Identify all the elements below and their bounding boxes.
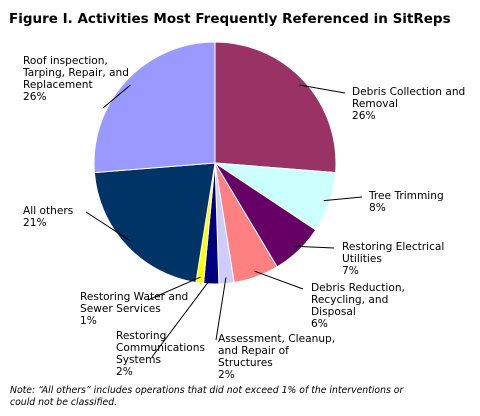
chart-title: Figure I. Activities Most Frequently Ref… bbox=[9, 11, 451, 27]
slice-label-text: Tree Trimming bbox=[369, 190, 444, 202]
slice-label-text: All others bbox=[23, 205, 74, 217]
slice-label-debris-collection-and-removal: Debris Collection and Removal 26% bbox=[352, 86, 465, 122]
leader-line-roof-inspection-tarping-repair-and-replacement bbox=[102, 84, 131, 109]
slice-value-label: 1% bbox=[80, 315, 97, 327]
leader-line-debris-reduction-recycling-and-disposal bbox=[254, 270, 304, 290]
leader-line-debris-collection-and-removal bbox=[299, 84, 346, 94]
slice-label-text: Restoring Electrical Utilities bbox=[342, 241, 445, 265]
slice-label-text: Assessment, Cleanup, and Repair of Struc… bbox=[218, 333, 336, 369]
slice-label-restoring-communications-systems: Restoring Communications Systems 2% bbox=[116, 330, 205, 378]
slice-value-label: 21% bbox=[23, 217, 47, 229]
slice-label-text: Debris Collection and Removal bbox=[352, 86, 466, 110]
slice-label-text: Debris Reduction, Recycling, and Disposa… bbox=[311, 282, 405, 318]
slice-value-label: 2% bbox=[116, 366, 133, 378]
pie-slice-debris-collection-and-removal bbox=[214, 41, 337, 174]
leader-line-all-others bbox=[85, 211, 131, 242]
pie-slice-all-others bbox=[93, 162, 216, 284]
footnote: Note: “All others” includes operations t… bbox=[10, 385, 404, 408]
slice-label-assessment-cleanup-and-repair-of-structures: Assessment, Cleanup, and Repair of Struc… bbox=[218, 333, 335, 381]
slice-label-restoring-water-and-sewer-services: Restoring Water and Sewer Services 1% bbox=[80, 291, 188, 327]
slice-label-text: Restoring Communications Systems bbox=[116, 330, 206, 366]
slice-value-label: 7% bbox=[342, 265, 359, 277]
slice-label-text: Roof inspection, Tarping, Repair, and Re… bbox=[23, 55, 129, 91]
leader-line-assessment-cleanup-and-repair-of-structures bbox=[215, 277, 227, 341]
slice-label-restoring-electrical-utilities: Restoring Electrical Utilities 7% bbox=[342, 241, 444, 277]
leader-line-restoring-communications-systems bbox=[151, 277, 212, 358]
pie-slice-roof-inspection-tarping-repair-and-replacement bbox=[93, 41, 216, 174]
slice-label-tree-trimming: Tree Trimming 8% bbox=[369, 190, 444, 214]
slice-value-label: 8% bbox=[369, 202, 386, 214]
slice-label-roof-inspection-tarping-repair-and-replacement: Roof inspection, Tarping, Repair, and Re… bbox=[23, 55, 129, 103]
slice-value-label: 26% bbox=[352, 110, 376, 122]
slice-value-label: 2% bbox=[218, 369, 235, 381]
slice-value-label: 6% bbox=[311, 318, 328, 330]
leader-line-tree-trimming bbox=[323, 196, 363, 202]
slice-value-label: 26% bbox=[23, 91, 47, 103]
slice-label-text: Restoring Water and Sewer Services bbox=[80, 291, 189, 315]
slice-label-all-others: All others 21% bbox=[23, 205, 73, 229]
leader-line-restoring-electrical-utilities bbox=[294, 245, 335, 249]
leader-line-restoring-water-and-sewer-services bbox=[147, 276, 201, 301]
slice-label-debris-reduction-recycling-and-disposal: Debris Reduction, Recycling, and Disposa… bbox=[311, 282, 405, 330]
